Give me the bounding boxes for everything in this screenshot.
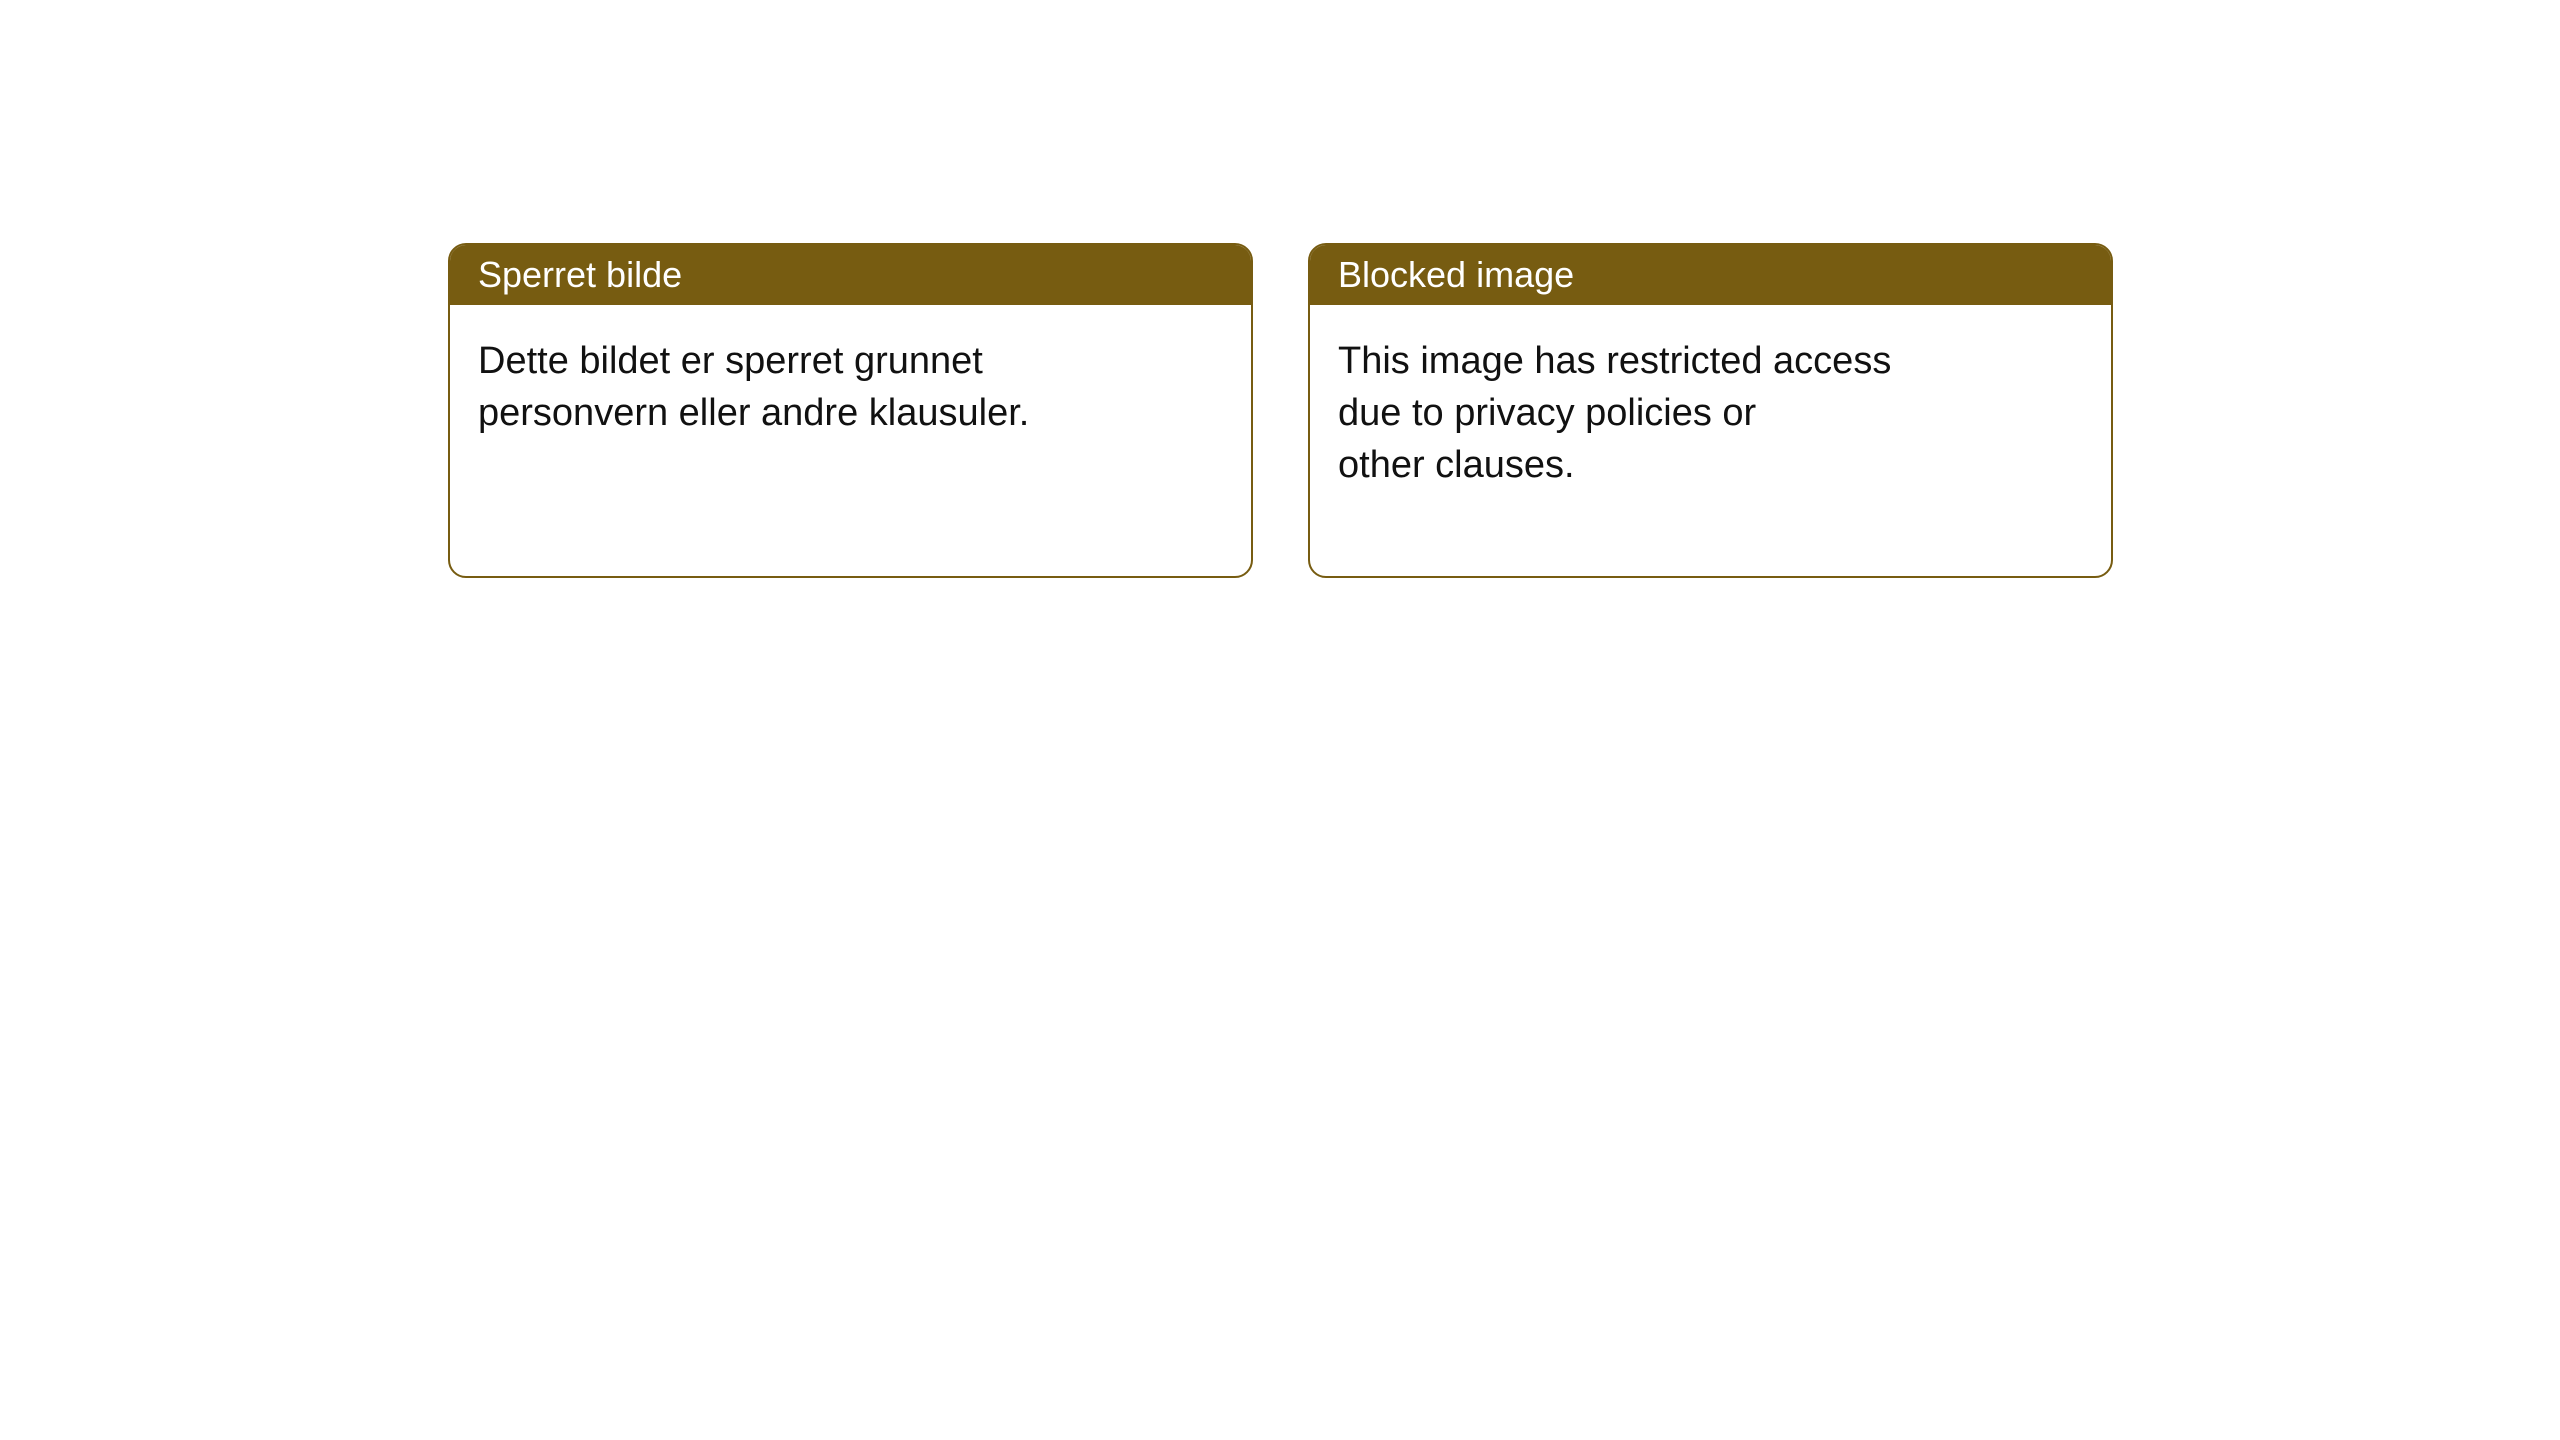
blocked-image-card-no: Sperret bilde Dette bildet er sperret gr… bbox=[448, 243, 1253, 578]
card-title-no: Sperret bilde bbox=[478, 254, 682, 296]
card-body-text-en: This image has restricted access due to … bbox=[1338, 335, 2083, 491]
card-header-no: Sperret bilde bbox=[450, 245, 1251, 305]
card-body-en: This image has restricted access due to … bbox=[1310, 305, 2111, 491]
card-body-no: Dette bildet er sperret grunnet personve… bbox=[450, 305, 1251, 439]
blocked-image-card-en: Blocked image This image has restricted … bbox=[1308, 243, 2113, 578]
card-body-text-no: Dette bildet er sperret grunnet personve… bbox=[478, 335, 1223, 439]
card-title-en: Blocked image bbox=[1338, 254, 1574, 296]
card-header-en: Blocked image bbox=[1310, 245, 2111, 305]
page-root: Sperret bilde Dette bildet er sperret gr… bbox=[0, 0, 2560, 1440]
notice-cards-row: Sperret bilde Dette bildet er sperret gr… bbox=[448, 243, 2113, 578]
